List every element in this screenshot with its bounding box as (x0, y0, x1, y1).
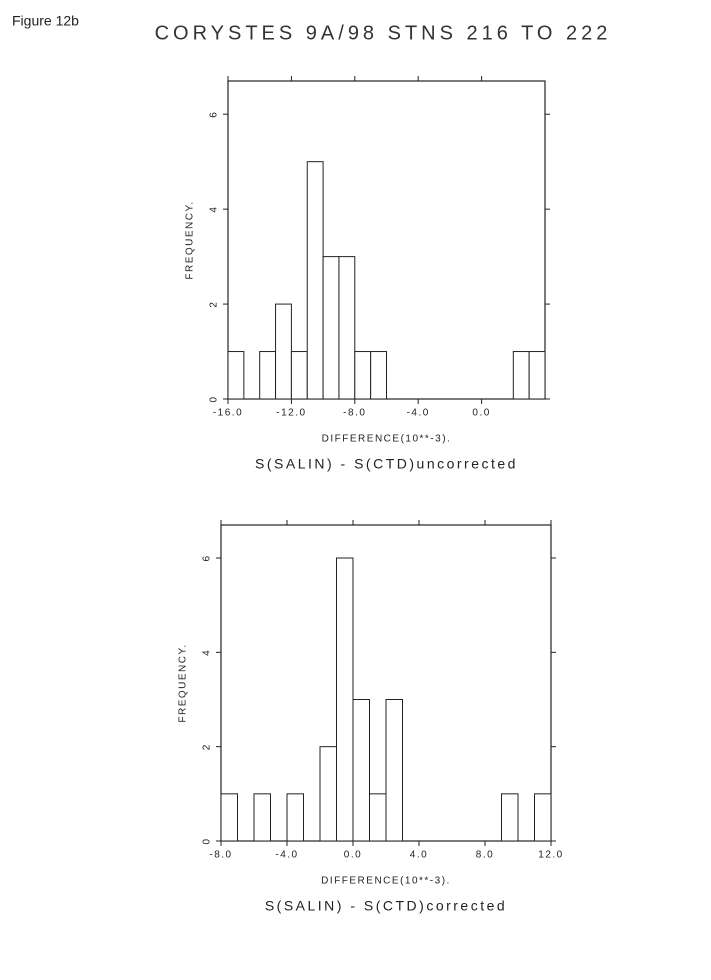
bar (275, 303, 292, 400)
figure-label: Figure 12b (12, 13, 79, 29)
bar (385, 699, 403, 842)
x-tick-label: -16.0 (213, 408, 243, 419)
bar (220, 793, 238, 842)
x-tick-label: 0.0 (344, 850, 362, 861)
bar (259, 351, 277, 400)
x-tick-label: 8.0 (476, 850, 494, 861)
x-tick-label: 4.0 (410, 850, 428, 861)
x-axis-label: DIFFERENCE(10**-3). (321, 876, 451, 887)
bar (319, 746, 337, 842)
bar (338, 256, 356, 400)
y-tick-label: 0 (209, 395, 220, 402)
bar (354, 351, 372, 400)
y-tick-label: 6 (209, 111, 220, 118)
x-tick-label: -12.0 (276, 408, 306, 419)
x-tick-label: -4.0 (407, 408, 430, 419)
x-axis-label: DIFFERENCE(10**-3). (322, 434, 452, 445)
x-tick-label: -8.0 (343, 408, 366, 419)
x-tick-label: 0.0 (472, 408, 490, 419)
bar (512, 351, 530, 400)
bar (528, 351, 546, 400)
bar (253, 793, 271, 842)
chart-subtitle: S(SALIN) - S(CTD)uncorrected (255, 456, 518, 472)
bar (336, 557, 354, 842)
bar (290, 351, 308, 400)
bar (286, 793, 304, 842)
y-tick-label: 0 (202, 837, 213, 844)
y-tick-label: 4 (209, 206, 220, 213)
bar (501, 793, 519, 842)
y-tick-label: 6 (202, 554, 213, 561)
y-tick-label: 2 (209, 301, 220, 308)
bar (322, 256, 340, 400)
chart-subtitle: S(SALIN) - S(CTD)corrected (265, 898, 507, 914)
bar (227, 351, 245, 400)
x-tick-label: -8.0 (209, 850, 232, 861)
x-tick-label: -4.0 (275, 850, 298, 861)
bar (369, 793, 387, 842)
x-tick-label: 12.0 (538, 850, 563, 861)
y-axis-label: FREQUENCY. (178, 643, 189, 722)
bar (306, 161, 324, 400)
figure-title: CORYSTES 9A/98 STNS 216 TO 222 (155, 22, 612, 44)
y-axis-label: FREQUENCY. (185, 200, 196, 279)
y-tick-label: 4 (202, 649, 213, 656)
bar (352, 699, 370, 842)
bar (534, 793, 552, 842)
bar (370, 351, 387, 400)
y-tick-label: 2 (202, 743, 213, 750)
